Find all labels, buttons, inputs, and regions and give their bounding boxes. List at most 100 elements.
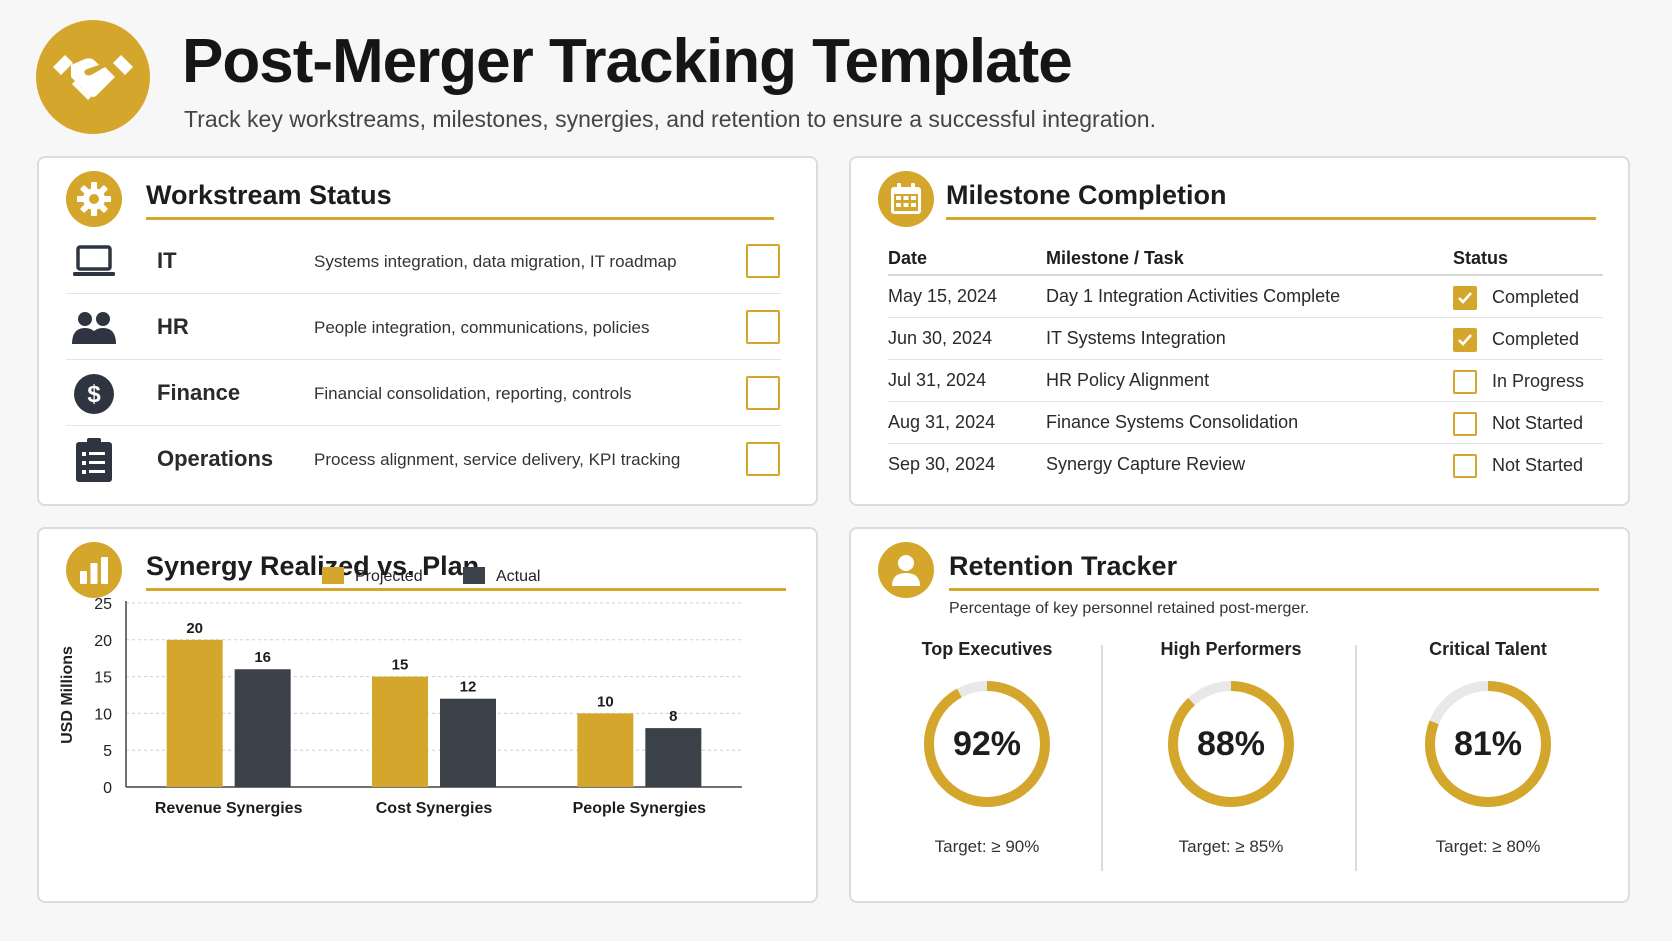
workstream-row-hr: HR People integration, communications, p… <box>66 294 781 360</box>
retention-target: Target: ≥ 90% <box>934 837 1040 856</box>
svg-text:$: $ <box>87 381 101 408</box>
workstream-desc: Financial consolidation, reporting, cont… <box>314 384 632 403</box>
retention-item: High Performers 88% Target: ≥ 85% <box>1111 639 1351 869</box>
status-text: Completed <box>1492 287 1580 307</box>
header-date: Date <box>888 248 928 268</box>
y-axis-label: USD Millions <box>59 646 76 744</box>
bar-value-label: 10 <box>597 693 614 710</box>
header-status: Status <box>1453 248 1509 268</box>
bar-projected <box>372 676 428 787</box>
handshake-icon <box>36 20 150 134</box>
workstream-desc: Systems integration, data migration, IT … <box>314 252 677 271</box>
workstream-desc: Process alignment, service delivery, KPI… <box>314 450 681 469</box>
retention-title: Retention Tracker <box>949 551 1178 581</box>
bar-actual <box>645 728 702 787</box>
bar-value-label: 12 <box>460 679 477 696</box>
milestone-completion-panel: Milestone Completion Date Milestone / Ta… <box>849 156 1630 506</box>
workstream-desc: People integration, communications, poli… <box>314 318 650 337</box>
workstream-name: HR <box>157 314 189 339</box>
table-row: Sep 30, 2024 Synergy Capture Review Not … <box>888 444 1603 486</box>
x-tick-label: People Synergies <box>573 800 706 817</box>
y-tick-label: 0 <box>103 780 112 797</box>
status-text: Not Started <box>1492 455 1584 475</box>
bar-value-label: 20 <box>186 620 203 637</box>
bar-value-label: 16 <box>254 649 271 666</box>
status-checkbox-checked[interactable] <box>1453 328 1477 352</box>
title-rule <box>946 217 1596 220</box>
y-tick-label: 15 <box>94 670 112 687</box>
synergy-bar-chart: Projected Actual 0 5 10 15 20 25 USD Millions 20 1… <box>59 567 742 817</box>
ring-progress <box>1425 681 1551 807</box>
retention-ring <box>1425 681 1551 807</box>
milestone-table-header: Date Milestone / Task Status <box>888 240 1603 276</box>
workstream-checkbox-it[interactable] <box>746 244 780 278</box>
retention-ring <box>924 681 1050 807</box>
bar-value-label: 8 <box>669 708 677 725</box>
title-rule <box>146 217 774 220</box>
retention-target: Target: ≥ 80% <box>1435 837 1541 856</box>
retention-label: High Performers <box>1160 639 1302 659</box>
milestone-task: Day 1 Integration Activities Complete <box>1046 286 1341 306</box>
bar-value-label: 15 <box>392 657 409 674</box>
title-rule <box>146 588 786 591</box>
retention-percent: 81% <box>1453 725 1523 763</box>
bar-actual <box>234 669 291 787</box>
calendar-icon <box>878 171 934 227</box>
workstream-checkbox-finance[interactable] <box>746 376 780 410</box>
table-row: Aug 31, 2024 Finance Systems Consolidati… <box>888 402 1603 444</box>
gear-icon <box>66 171 122 227</box>
table-row: May 15, 2024 Day 1 Integration Activitie… <box>888 276 1603 318</box>
status-checkbox[interactable] <box>1453 370 1477 394</box>
synergy-title: Synergy Realized vs. Plan <box>146 551 480 581</box>
retention-item: Critical Talent 81% Target: ≥ 80% <box>1368 639 1608 869</box>
legend-swatch-projected <box>322 567 344 584</box>
workstream-status-panel: Workstream Status IT Systems integration… <box>37 156 818 506</box>
column-divider <box>1355 645 1357 871</box>
synergy-chart-panel: Synergy Realized vs. Plan Projected Actua… <box>37 527 818 903</box>
retention-ring <box>1168 681 1294 807</box>
laptop-icon <box>70 240 118 284</box>
header-task: Milestone / Task <box>1046 248 1184 268</box>
workstream-checkbox-hr[interactable] <box>746 310 780 344</box>
retention-item: Top Executives 92% Target: ≥ 90% <box>867 639 1107 869</box>
status-checkbox-checked[interactable] <box>1453 286 1477 310</box>
status-checkbox[interactable] <box>1453 454 1477 478</box>
retention-target: Target: ≥ 85% <box>1178 837 1284 856</box>
retention-percent: 92% <box>952 725 1022 763</box>
y-tick-label: 10 <box>94 706 112 723</box>
y-tick-label: 5 <box>103 743 112 760</box>
milestone-date: Sep 30, 2024 <box>888 454 996 474</box>
table-row: Jul 31, 2024 HR Policy Alignment In Prog… <box>888 360 1603 402</box>
bar-actual <box>440 698 496 787</box>
x-tick-label: Revenue Synergies <box>155 800 303 817</box>
milestone-task: HR Policy Alignment <box>1046 370 1210 390</box>
workstream-row-it: IT Systems integration, data migration, … <box>66 228 781 294</box>
milestone-table: Date Milestone / Task Status May 15, 202… <box>888 240 1603 486</box>
y-tick-label: 25 <box>94 596 112 613</box>
milestone-title: Milestone Completion <box>946 180 1227 210</box>
workstream-title: Workstream Status <box>146 180 392 210</box>
bar-chart-icon <box>66 542 122 598</box>
ring-progress <box>1168 681 1294 807</box>
ring-progress <box>924 681 1050 807</box>
people-icon <box>70 306 118 350</box>
milestone-date: Jun 30, 2024 <box>888 328 993 348</box>
workstream-name: IT <box>157 248 177 273</box>
y-tick-label: 20 <box>94 633 112 650</box>
clipboard-icon <box>70 438 118 482</box>
column-divider <box>1101 645 1103 871</box>
status-checkbox[interactable] <box>1453 412 1477 436</box>
retention-tracker-panel: Retention Tracker Percentage of key pers… <box>849 527 1630 903</box>
bar-projected <box>166 639 223 787</box>
milestone-date: May 15, 2024 <box>888 286 998 306</box>
table-row: Jun 30, 2024 IT Systems Integration Comp… <box>888 318 1603 360</box>
workstream-name: Finance <box>157 380 241 405</box>
status-text: Not Started <box>1492 413 1584 433</box>
milestone-date: Aug 31, 2024 <box>888 412 996 432</box>
workstream-checkbox-operations[interactable] <box>746 442 780 476</box>
workstream-row-finance: $ Finance Financial consolidation, repor… <box>66 360 781 426</box>
dollar-icon: $ <box>70 372 118 416</box>
retention-label: Top Executives <box>921 639 1053 659</box>
page-subtitle: Track key workstreams, milestones, syner… <box>184 106 1156 132</box>
bar-projected <box>577 713 634 787</box>
